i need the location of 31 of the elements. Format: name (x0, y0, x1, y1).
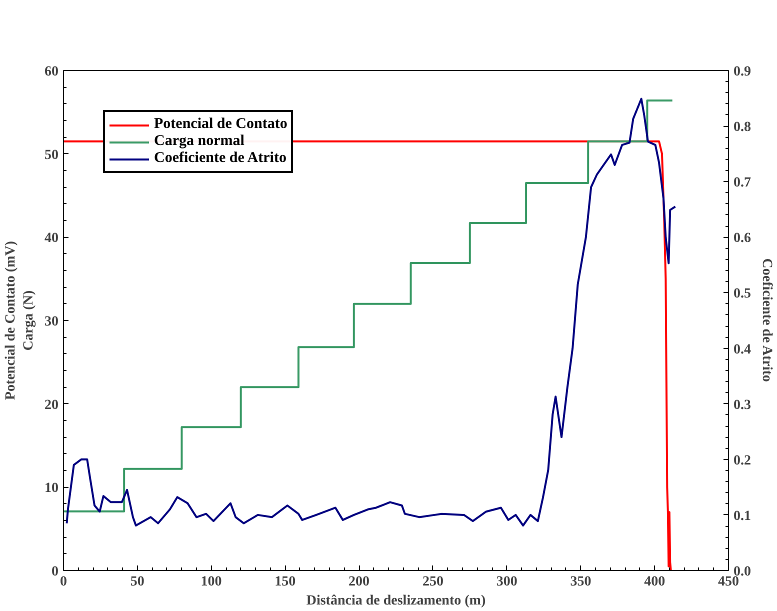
y-tick-label: 40 (44, 231, 58, 246)
x-tick-label: 350 (570, 574, 592, 590)
legend-label: Carga normal (154, 133, 244, 150)
y-tick-label: 50 (44, 148, 58, 163)
y2-tick-label: 0.4 (734, 342, 751, 358)
y2-axis-title: Coeficiente de Atrito (759, 258, 774, 382)
y-tick-label: 20 (44, 398, 58, 413)
x-tick-label: 100 (200, 574, 222, 590)
y2-tick-label: 0.9 (734, 64, 751, 80)
legend-label: Coeficiente de Atrito (154, 150, 286, 167)
y2-tick-label: 0.5 (734, 286, 751, 302)
x-tick-label: 300 (496, 574, 518, 590)
y2-tick-label: 0.3 (734, 398, 751, 413)
y-tick-label: 60 (44, 64, 58, 80)
y-tick-label: 30 (44, 314, 58, 330)
x-tick-label: 50 (130, 574, 144, 590)
y2-tick-label: 0.1 (734, 508, 751, 524)
y2-tick-label: 0.7 (734, 176, 751, 191)
x-tick-label: 200 (348, 574, 370, 590)
legend-label: Potencial de Contato (154, 116, 288, 133)
y2-tick-label: 0.6 (734, 231, 751, 246)
y-tick-label: 10 (44, 481, 58, 496)
x-tick-label: 450 (718, 574, 739, 590)
y2-tick-label: 0.2 (734, 453, 751, 468)
x-tick-label: 400 (644, 574, 666, 590)
x-tick-label: 150 (274, 574, 296, 590)
y-tick-label: 0 (52, 564, 58, 580)
y2-tick-label: 0.8 (734, 120, 751, 136)
x-tick-label: 250 (422, 574, 444, 590)
x-axis-title: Distância de deslizamento (m) (306, 594, 486, 608)
y-axis-title: Potencial de Contato (mV) Carga (N) (4, 240, 36, 400)
